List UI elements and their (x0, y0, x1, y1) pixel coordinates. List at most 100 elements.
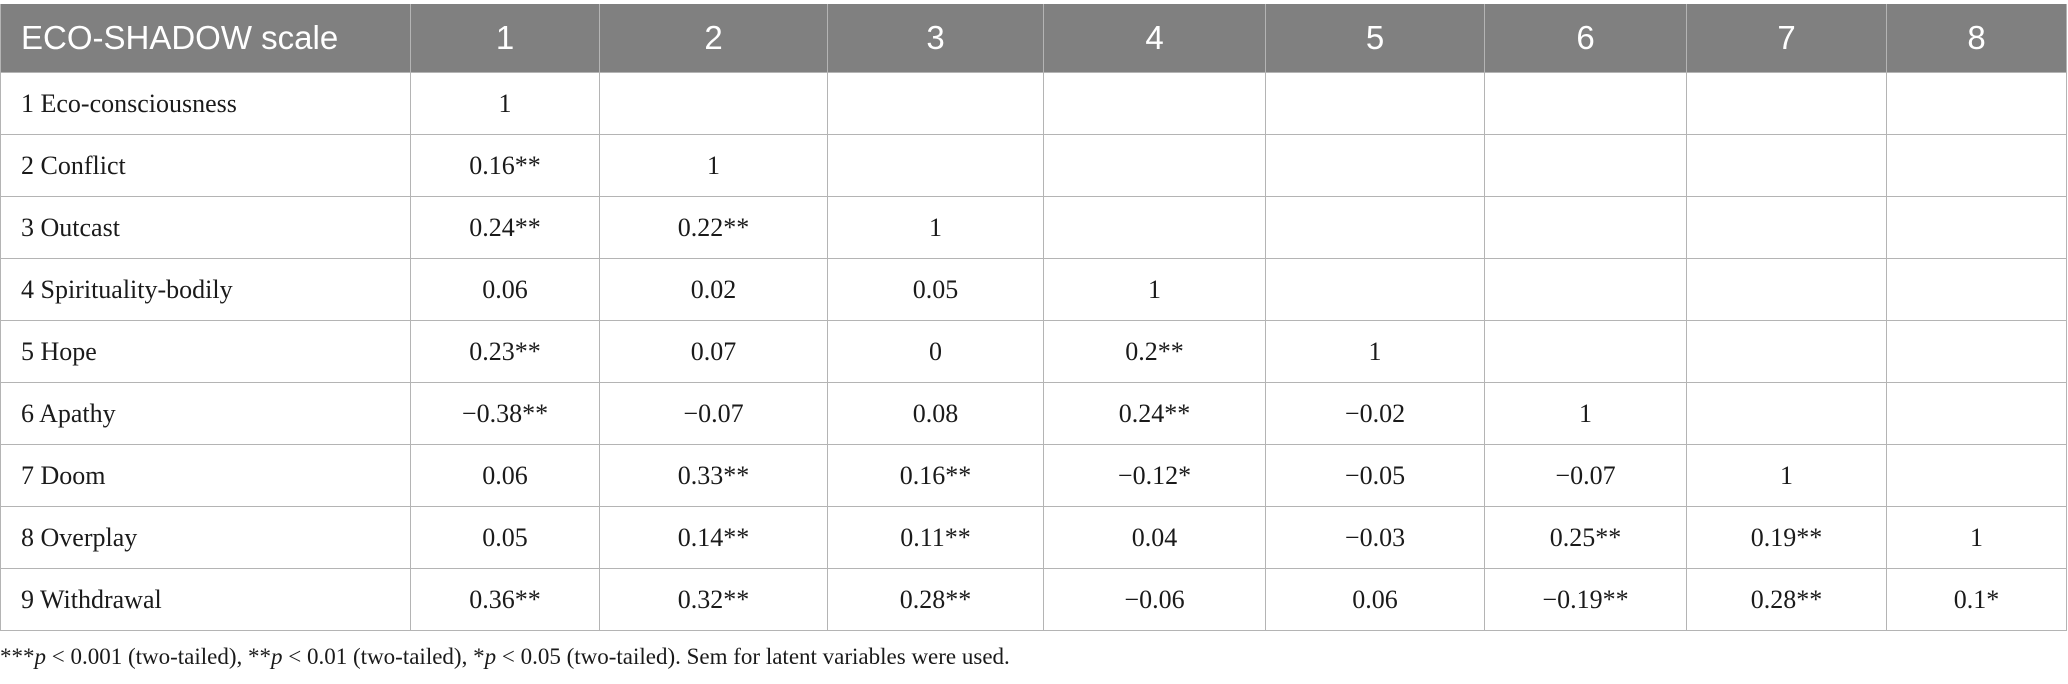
table-cell: 1 (1686, 444, 1887, 507)
table-cell (1686, 72, 1887, 135)
table-cell: 0.33** (599, 444, 828, 507)
table-footnote: ***p < 0.001 (two-tailed), **p < 0.01 (t… (0, 644, 1010, 670)
table-cell (599, 72, 828, 135)
table-body: 1 Eco-consciousness 1 2 Conflict 0.16** … (0, 72, 2067, 631)
table-cell: −0.38** (410, 382, 600, 445)
header-col-4: 4 (1043, 4, 1266, 73)
table-row: 3 Outcast 0.24** 0.22** 1 (0, 196, 2067, 259)
table-cell (1686, 134, 1887, 197)
table-cell: 0.24** (1043, 382, 1266, 445)
table-row: 5 Hope 0.23** 0.07 0 0.2** 1 (0, 320, 2067, 383)
table-cell (1484, 196, 1687, 259)
table-cell: 1 (410, 72, 600, 135)
table-cell (1886, 382, 2067, 445)
table-row: 7 Doom 0.06 0.33** 0.16** −0.12* −0.05 −… (0, 444, 2067, 507)
table-cell (1686, 196, 1887, 259)
header-col-6: 6 (1484, 4, 1687, 73)
footnote-part: *** (0, 644, 35, 669)
table-cell (1043, 196, 1266, 259)
table-cell (827, 134, 1044, 197)
header-scale: ECO-SHADOW scale (0, 4, 411, 73)
footnote-part: < 0.01 (two-tailed), * (282, 644, 485, 669)
table-cell: −0.02 (1265, 382, 1485, 445)
table-cell (1886, 196, 2067, 259)
header-col-3: 3 (827, 4, 1044, 73)
table-cell: 0.06 (410, 258, 600, 321)
row-label: 1 Eco-consciousness (0, 72, 411, 135)
table-cell (1265, 196, 1485, 259)
table-cell (1886, 444, 2067, 507)
header-col-1: 1 (410, 4, 600, 73)
table-cell: −0.07 (599, 382, 828, 445)
table-cell: 0.14** (599, 506, 828, 569)
table-cell (1043, 134, 1266, 197)
table-row: 1 Eco-consciousness 1 (0, 72, 2067, 135)
table-cell: 0.02 (599, 258, 828, 321)
table-cell (1886, 258, 2067, 321)
table-cell: 0.06 (1265, 568, 1485, 631)
table-cell: 1 (1265, 320, 1485, 383)
footnote-p-symbol: p (34, 644, 47, 669)
table-cell: 0.25** (1484, 506, 1687, 569)
table-cell: 0.2** (1043, 320, 1266, 383)
footnote-part: < 0.001 (two-tailed), ** (46, 644, 272, 669)
table-cell: 0.28** (827, 568, 1044, 631)
table-cell (1484, 258, 1687, 321)
table-cell: 0.22** (599, 196, 828, 259)
header-col-7: 7 (1686, 4, 1887, 73)
table-cell: 0.11** (827, 506, 1044, 569)
table-cell (1686, 382, 1887, 445)
correlation-table: ECO-SHADOW scale 1 2 3 4 5 6 7 8 1 Eco-c… (0, 4, 2067, 631)
footnote-p-symbol: p (271, 644, 283, 669)
table-cell: 0.05 (827, 258, 1044, 321)
table-cell (1265, 72, 1485, 135)
table-cell: 0.08 (827, 382, 1044, 445)
row-label: 6 Apathy (0, 382, 411, 445)
table-cell (1484, 72, 1687, 135)
table-cell: 0.36** (410, 568, 600, 631)
row-label: 7 Doom (0, 444, 411, 507)
row-label: 3 Outcast (0, 196, 411, 259)
table-cell: 1 (1886, 506, 2067, 569)
table-row: 2 Conflict 0.16** 1 (0, 134, 2067, 197)
table-cell: 1 (1043, 258, 1266, 321)
row-label: 9 Withdrawal (0, 568, 411, 631)
table-cell: −0.06 (1043, 568, 1266, 631)
row-label: 5 Hope (0, 320, 411, 383)
table-cell: 1 (1484, 382, 1687, 445)
footnote-p-symbol: p (484, 644, 497, 669)
table-cell: 0.24** (410, 196, 600, 259)
table-cell: 0.04 (1043, 506, 1266, 569)
table-cell: 0.05 (410, 506, 600, 569)
table-cell (1484, 134, 1687, 197)
table-cell (1686, 258, 1887, 321)
table-cell (1886, 72, 2067, 135)
table-row: 8 Overplay 0.05 0.14** 0.11** 0.04 −0.03… (0, 506, 2067, 569)
table-cell: 0.16** (410, 134, 600, 197)
table-cell: 0.19** (1686, 506, 1887, 569)
table-cell (1484, 320, 1687, 383)
table-cell: 0.23** (410, 320, 600, 383)
header-col-8: 8 (1886, 4, 2067, 73)
table-cell (1886, 320, 2067, 383)
table-cell (1043, 72, 1266, 135)
table-cell: −0.05 (1265, 444, 1485, 507)
table-cell: 1 (599, 134, 828, 197)
row-label: 2 Conflict (0, 134, 411, 197)
table-cell: 0.32** (599, 568, 828, 631)
table-cell: 1 (827, 196, 1044, 259)
table-cell (1265, 134, 1485, 197)
table-cell (1686, 320, 1887, 383)
table-cell: 0.07 (599, 320, 828, 383)
table-cell (827, 72, 1044, 135)
table-cell: −0.19** (1484, 568, 1687, 631)
table-cell: 0.1* (1886, 568, 2067, 631)
table-cell (1265, 258, 1485, 321)
table-cell: −0.03 (1265, 506, 1485, 569)
row-label: 8 Overplay (0, 506, 411, 569)
table-row: 6 Apathy −0.38** −0.07 0.08 0.24** −0.02… (0, 382, 2067, 445)
table-cell: −0.07 (1484, 444, 1687, 507)
header-col-5: 5 (1265, 4, 1485, 73)
table-cell: 0.06 (410, 444, 600, 507)
table-cell (1886, 134, 2067, 197)
